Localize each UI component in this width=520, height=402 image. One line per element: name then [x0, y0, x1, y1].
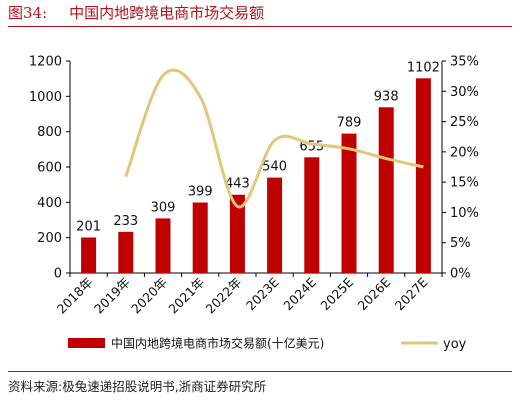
- right-tick-label: 35%: [450, 55, 479, 70]
- bar-value-label: 233: [113, 214, 138, 229]
- left-tick-label: 0: [54, 267, 62, 282]
- legend-bar-label: 中国内地跨境电商市场交易额(十亿美元): [111, 336, 324, 351]
- figure-label: 图34:: [8, 4, 48, 22]
- legend-bar-swatch: [68, 338, 105, 348]
- bar[interactable]: [192, 202, 208, 273]
- bar-value-label: 540: [262, 160, 287, 175]
- bar-value-label: 938: [374, 89, 399, 104]
- right-tick-label: 25%: [450, 115, 479, 130]
- x-tick-label: 2021年: [165, 275, 207, 317]
- left-tick-label: 1200: [29, 55, 62, 70]
- x-tick-label: 2024E: [280, 274, 319, 313]
- top-divider: [8, 26, 512, 27]
- bar[interactable]: [304, 157, 320, 273]
- bottom-divider: [8, 371, 512, 372]
- source-note: 资料来源:极兔速递招股说明书,浙商证券研究所: [8, 379, 267, 394]
- right-tick-label: 10%: [450, 206, 479, 221]
- right-tick-label: 20%: [450, 145, 479, 160]
- bar[interactable]: [155, 218, 171, 273]
- left-tick-label: 200: [37, 231, 62, 246]
- left-tick-label: 600: [37, 161, 62, 176]
- left-tick-label: 400: [37, 196, 62, 211]
- bar[interactable]: [81, 237, 97, 273]
- bar-value-label: 309: [151, 200, 176, 215]
- chart: 0 200 400 600 800 1000 1200 0% 5% 10% 15% 20% 25% 30%…: [29, 55, 479, 353]
- bar-value-label: 443: [225, 177, 250, 192]
- right-tick-label: 5%: [450, 236, 471, 251]
- yoy-line[interactable]: [124, 68, 424, 209]
- x-tick-label: 2026E: [355, 274, 394, 313]
- legend-line-label: yoy: [443, 337, 467, 352]
- x-tick-label: 2023E: [243, 274, 282, 313]
- left-tick-label: 800: [37, 125, 62, 140]
- bar[interactable]: [415, 78, 431, 274]
- right-tick-label: 15%: [450, 176, 479, 191]
- x-tick-label: 2027E: [392, 274, 431, 313]
- bar[interactable]: [229, 194, 245, 273]
- bar[interactable]: [378, 107, 394, 273]
- title-text: 中国内地跨境电商市场交易额: [69, 4, 265, 22]
- bar[interactable]: [118, 231, 134, 273]
- bar[interactable]: [267, 177, 283, 273]
- left-tick-label: 1000: [29, 90, 62, 105]
- bar-value-label: 399: [188, 185, 213, 200]
- bar-value-label: 789: [337, 116, 362, 131]
- x-tick-label: 2019年: [91, 275, 133, 317]
- chart-title: 图34: 中国内地跨境电商市场交易额: [8, 2, 264, 24]
- x-tick-label: 2020年: [128, 275, 170, 317]
- right-tick-label: 0%: [450, 267, 471, 282]
- x-tick-label: 2025E: [317, 274, 356, 313]
- bar-value-label: 1102: [407, 60, 440, 75]
- bar-value-label: 201: [76, 219, 101, 234]
- bar[interactable]: [341, 133, 357, 273]
- x-tick-label: 2022年: [203, 275, 245, 317]
- right-tick-label: 30%: [450, 85, 479, 100]
